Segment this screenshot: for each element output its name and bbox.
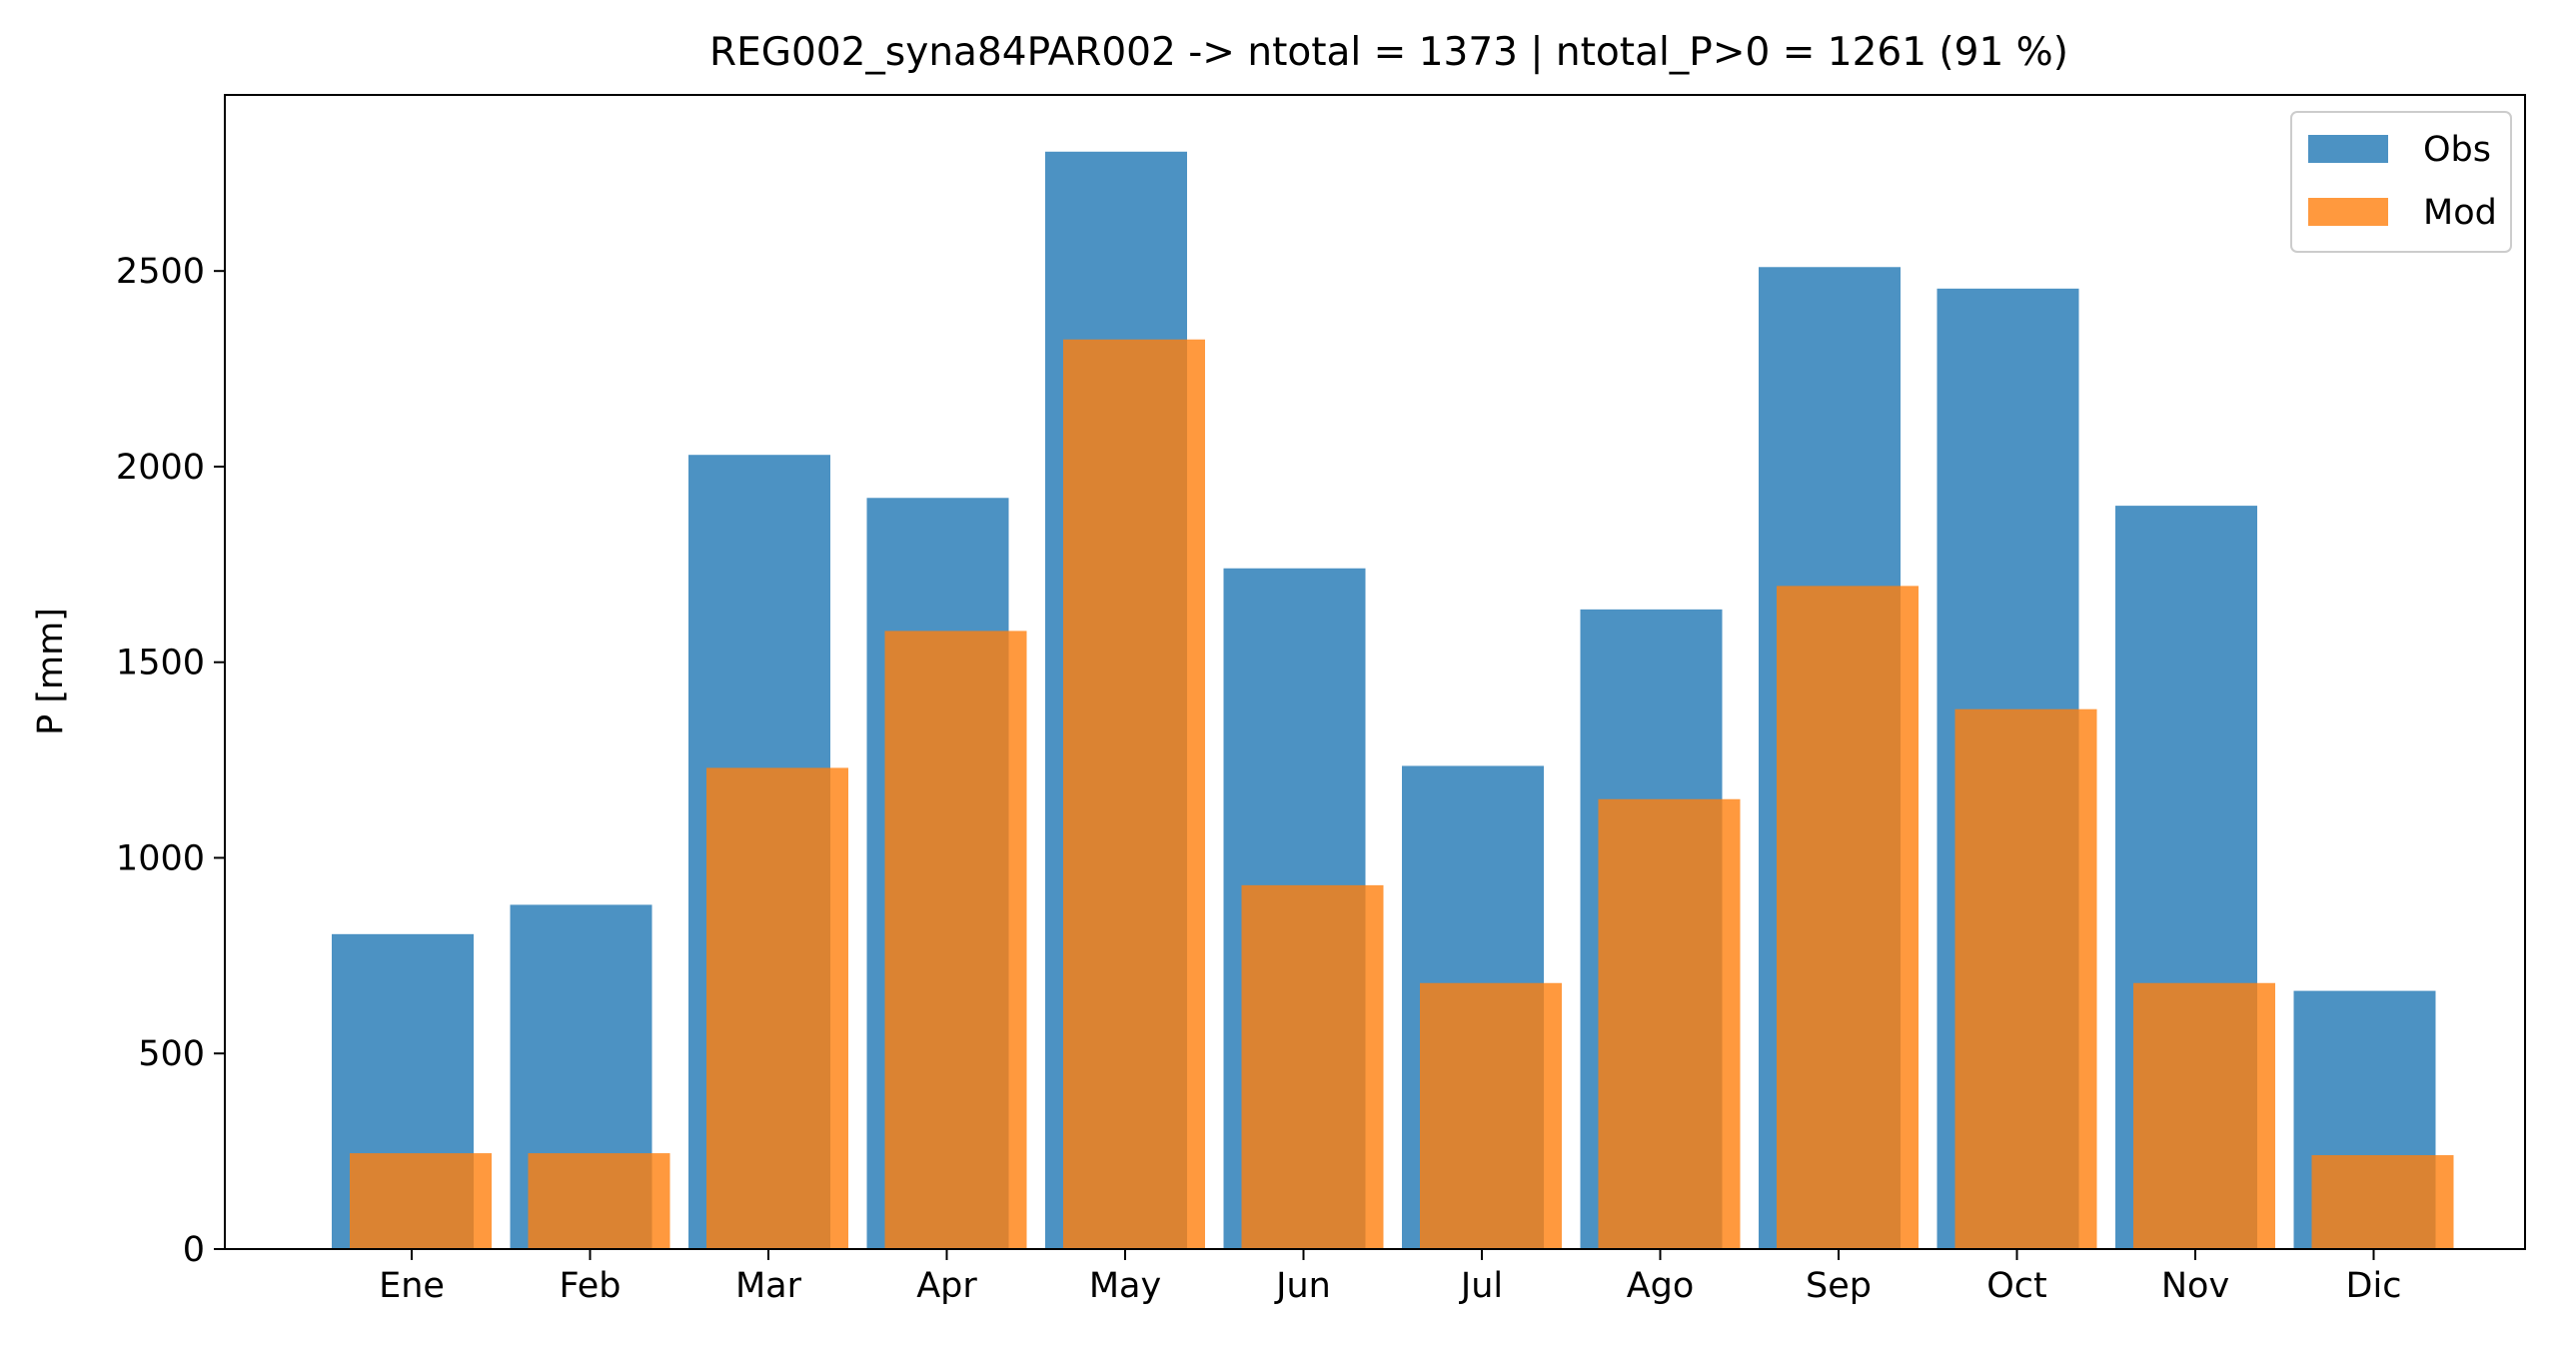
- y-axis-label: P [mm]: [31, 608, 71, 735]
- bar-mod-mar: [706, 767, 848, 1249]
- x-tick-label: Sep: [1806, 1266, 1872, 1306]
- x-tick-label: Jun: [1274, 1266, 1331, 1306]
- legend: Obs Mod: [2290, 111, 2512, 253]
- x-tick-label: Dic: [2346, 1266, 2402, 1306]
- bar-mod-dic: [2311, 1155, 2454, 1249]
- bar-mod-apr: [884, 631, 1027, 1249]
- x-tick-label: Oct: [1986, 1266, 2047, 1306]
- chart-title: REG002_syna84PAR002 -> ntotal = 1373 | n…: [709, 30, 2068, 75]
- x-tick-label: Nov: [2161, 1266, 2229, 1306]
- bar-mod-ago: [1598, 798, 1741, 1249]
- y-tick-label: 500: [138, 1034, 205, 1074]
- bar-mod-ene: [350, 1153, 492, 1249]
- x-tick-label: Jul: [1459, 1266, 1503, 1306]
- bar-mod-jun: [1241, 884, 1384, 1249]
- plot-frame: [224, 94, 2526, 1250]
- x-tick-label: Mar: [735, 1266, 802, 1306]
- x-tick-label: Apr: [916, 1266, 977, 1306]
- legend-swatch-obs: [2308, 135, 2388, 163]
- legend-swatch-mod: [2308, 198, 2388, 226]
- x-tick-label: Ene: [379, 1266, 445, 1306]
- bar-mod-nov: [2133, 982, 2275, 1249]
- x-tick-label: Feb: [560, 1266, 622, 1306]
- y-tick-label: 0: [183, 1230, 205, 1270]
- bar-mod-jul: [1420, 982, 1562, 1249]
- bars-layer: [332, 151, 2454, 1250]
- y-tick-label: 1500: [116, 644, 205, 683]
- bar-mod-may: [1063, 339, 1205, 1250]
- x-axis: Ene Feb Mar Apr May Jun Jul Ago Sep Oct Nov Dic: [379, 1249, 2401, 1306]
- y-tick-label: 1000: [116, 838, 205, 878]
- legend-label-mod: Mod: [2423, 193, 2497, 233]
- y-tick-label: 2000: [116, 448, 205, 488]
- bar-mod-feb: [528, 1153, 670, 1249]
- y-tick-label: 2500: [116, 252, 205, 292]
- x-tick-label: Ago: [1627, 1266, 1695, 1306]
- x-tick-label: May: [1089, 1266, 1161, 1306]
- legend-label-obs: Obs: [2423, 130, 2491, 170]
- y-axis: 0 500 1000 1500 2000 2500: [116, 252, 225, 1270]
- bar-mod-sep: [1777, 586, 1919, 1249]
- bar-mod-oct: [1954, 708, 2097, 1249]
